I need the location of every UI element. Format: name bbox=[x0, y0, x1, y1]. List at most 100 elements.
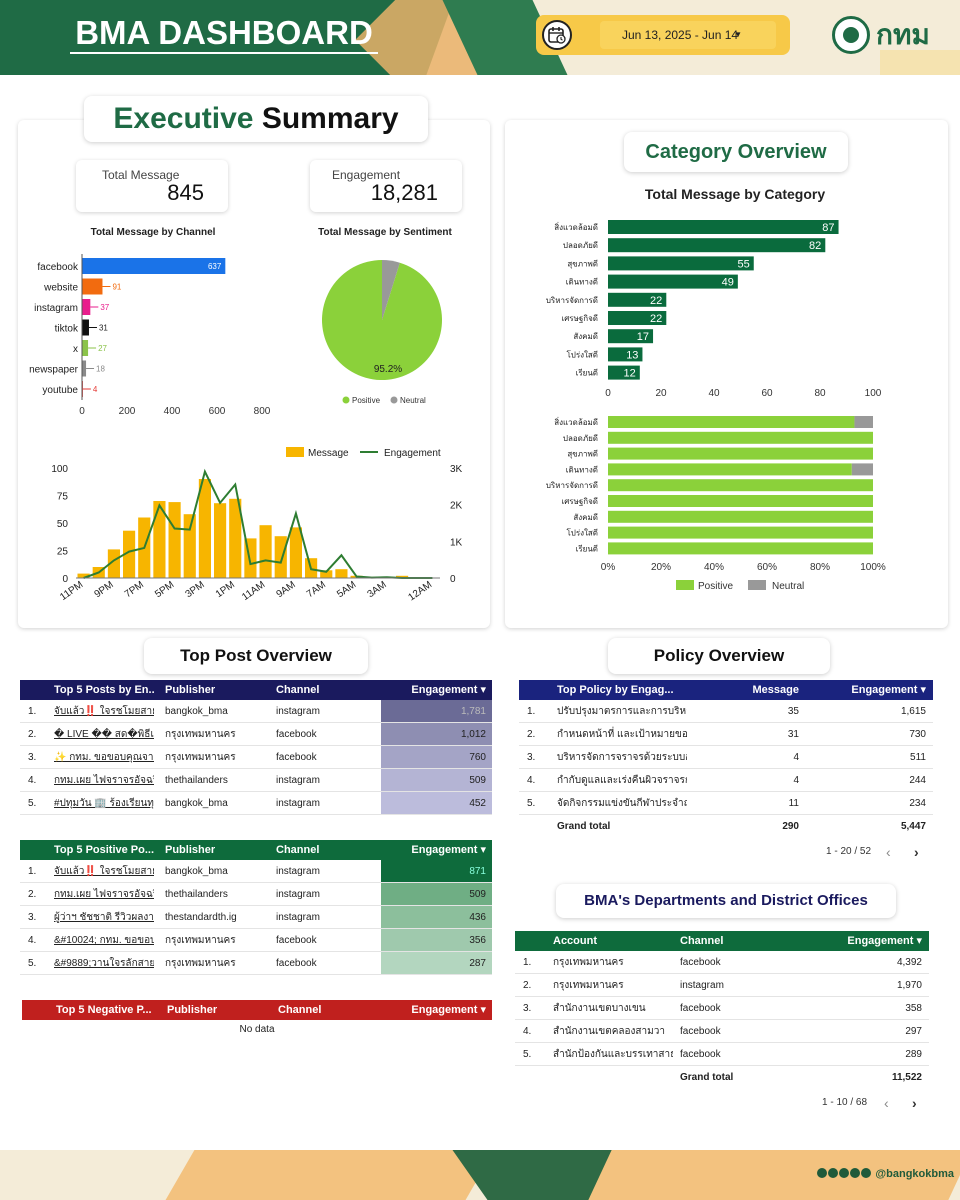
table-row[interactable]: 3. ✨ กทม. ขอขอบคุณจากใ... กรุงเทพมหานคร fac… bbox=[20, 746, 492, 769]
column-header[interactable]: Top 5 Negative P... bbox=[56, 1004, 152, 1016]
cell-post[interactable]: กทม.เผย ไฟจราจรอัจฉริย... bbox=[54, 889, 154, 900]
top-post-overview-title: Top Post Overview bbox=[144, 638, 368, 674]
category-bar bbox=[608, 347, 643, 362]
table-row[interactable]: 1. จับแล้ว‼️ ใจรชโมยสายไ... bangkok_bma ins… bbox=[20, 860, 492, 883]
table-row[interactable]: 2. กำหนดหน้าที่ และเป้าหมายของ... 31 730 bbox=[519, 723, 933, 746]
cell-post[interactable]: ผู้ว่าฯ ชัชชาติ รีวิวผลงานที่... bbox=[54, 912, 154, 923]
social-links[interactable]: @bangkokbma bbox=[817, 1168, 954, 1180]
calendar-icon[interactable] bbox=[542, 20, 572, 50]
cell-eng: 287 bbox=[381, 952, 492, 974]
table-row[interactable]: 1. ปรับปรุงมาตรการและการบริหา... 35 1,615 bbox=[519, 700, 933, 723]
cell-name: บริหารจัดการจราจรด้วยระบบอั... bbox=[557, 752, 687, 763]
column-header[interactable]: Publisher bbox=[165, 684, 216, 696]
cell-acc: สำนักป้องกันและบรรเทาสาธาร... bbox=[553, 1049, 673, 1060]
cell-post[interactable]: จับแล้ว‼️ ใจรชโมยสายไ... bbox=[54, 866, 154, 877]
table-row[interactable]: 5. &#9889;วานใจรลักสายไ... กรุงเทพมหานคร fa… bbox=[20, 952, 492, 975]
column-header[interactable]: Publisher bbox=[165, 844, 216, 856]
cell-post[interactable]: � LIVE �� สด�พิธีแ... bbox=[54, 729, 154, 740]
column-header[interactable]: Engagement ▾ bbox=[851, 684, 926, 696]
grand-total-label: Grand total bbox=[680, 1072, 734, 1083]
next-page-icon[interactable]: › bbox=[914, 844, 919, 860]
engagement-kpi: Engagement 18,281 bbox=[310, 160, 462, 212]
cell-post[interactable]: จับแล้ว‼️ ใจรชโมยสายไ... bbox=[54, 706, 154, 717]
column-header[interactable]: Message bbox=[752, 684, 799, 696]
column-header[interactable]: Top 5 Positive Po... bbox=[54, 844, 154, 856]
pie-slice-neutral bbox=[382, 260, 400, 320]
cell-post[interactable]: ✨ กทม. ขอขอบคุณจากใ... bbox=[54, 752, 154, 763]
category-label: ปลอดภัยดี bbox=[563, 434, 598, 443]
neutral-bar-segment bbox=[854, 416, 873, 428]
legend-neutral-label: Neutral bbox=[772, 581, 804, 592]
column-header[interactable]: Top 5 Posts by En... bbox=[54, 684, 154, 696]
category-x-tick: 20 bbox=[655, 388, 667, 399]
message-bar bbox=[335, 569, 348, 578]
column-header[interactable]: Channel bbox=[680, 935, 724, 947]
table-row[interactable]: 5. สำนักป้องกันและบรรเทาสาธาร... facebook 2… bbox=[515, 1043, 929, 1066]
right-y-tick: 3K bbox=[450, 464, 463, 475]
table-row[interactable]: 4. กทม.เผย ไฟจราจรอัจฉริย... thethailander… bbox=[20, 769, 492, 792]
date-range-dropdown[interactable]: Jun 13, 2025 - Jun 14 ▼ bbox=[600, 21, 776, 49]
table-row[interactable]: 3. ผู้ว่าฯ ชัชชาติ รีวิวผลงานที่... thesta… bbox=[20, 906, 492, 929]
cell-acc: สำนักงานเขตบางเขน bbox=[553, 1003, 646, 1014]
table-row[interactable]: 2. กทม.เผย ไฟจราจรอัจฉริย... thethailander… bbox=[20, 883, 492, 906]
table-row[interactable]: 4. &#10024; กทม. ขอขอบ... กรุงเทพมหานคร fac… bbox=[20, 929, 492, 952]
table-row[interactable]: 5. #ปทุมวัน 🏢 ร้องเรียนทุก... bangkok_bma i… bbox=[20, 792, 492, 815]
category-label: เดินทางดี bbox=[566, 465, 598, 474]
cell-ch: facebook bbox=[276, 752, 317, 763]
cell-name: กำกับดูแลและเร่งคืนผิวจราจรก... bbox=[557, 775, 687, 786]
table-header: Top Policy by Engag... Message Engagement … bbox=[519, 680, 933, 700]
legend-message-swatch bbox=[286, 447, 304, 457]
column-header[interactable]: Channel bbox=[276, 684, 320, 696]
tiktok-icon[interactable] bbox=[861, 1168, 872, 1178]
cell-post[interactable]: กทม.เผย ไฟจราจรอัจฉริย... bbox=[54, 775, 154, 786]
column-header[interactable]: Engagement ▾ bbox=[411, 1004, 486, 1016]
message-bar bbox=[198, 479, 211, 578]
channel-label: youtube bbox=[42, 385, 78, 396]
youtube-icon[interactable] bbox=[839, 1168, 850, 1178]
cell-post[interactable]: &#9889;วานใจรลักสายไ... bbox=[54, 958, 154, 969]
cell-pub: bangkok_bma bbox=[165, 706, 228, 717]
column-header[interactable]: Channel bbox=[276, 844, 320, 856]
next-page-icon[interactable]: › bbox=[912, 1095, 917, 1111]
row-number: 2. bbox=[28, 889, 37, 900]
channel-x-tick: 0 bbox=[79, 406, 85, 417]
cell-eng: 358 bbox=[905, 1003, 922, 1014]
column-header[interactable]: Channel bbox=[278, 1004, 322, 1016]
hour-x-tick: 3PM bbox=[183, 579, 206, 600]
column-header[interactable]: Publisher bbox=[167, 1004, 218, 1016]
cell-pub: bangkok_bma bbox=[165, 798, 228, 809]
table-row[interactable]: 2. กรุงเทพมหานคร instagram 1,970 bbox=[515, 974, 929, 997]
channel-label: newspaper bbox=[29, 365, 79, 376]
right-y-tick: 2K bbox=[450, 501, 463, 512]
left-y-tick: 50 bbox=[57, 519, 69, 530]
cell-post[interactable]: &#10024; กทม. ขอขอบ... bbox=[54, 935, 154, 946]
table-row[interactable]: 1. จับแล้ว‼️ ใจรชโมยสายไ... bangkok_bma ins… bbox=[20, 700, 492, 723]
column-header[interactable]: Top Policy by Engag... bbox=[557, 684, 674, 696]
facebook-icon[interactable] bbox=[828, 1168, 839, 1178]
table-row[interactable]: 3. สำนักงานเขตบางเขน facebook 358 bbox=[515, 997, 929, 1020]
instagram-icon[interactable] bbox=[850, 1168, 861, 1178]
row-number: 4. bbox=[28, 775, 37, 786]
departments-table: Account Channel Engagement ▾ 1. กรุงเทพมหานค… bbox=[515, 931, 929, 1091]
table-row[interactable]: 5. จัดกิจกรรมแข่งขันกีฬาประจำฤ... 11 234 bbox=[519, 792, 933, 815]
date-range-control[interactable]: Jun 13, 2025 - Jun 14 ▼ bbox=[536, 15, 790, 55]
table-row[interactable]: 1. กรุงเทพมหานคร facebook 4,392 bbox=[515, 951, 929, 974]
prev-page-icon[interactable]: ‹ bbox=[886, 844, 891, 860]
hour-x-tick: 12AM bbox=[406, 579, 434, 603]
column-header[interactable]: Account bbox=[553, 935, 597, 947]
table-row[interactable]: 4. สำนักงานเขตคลองสามวา facebook 297 bbox=[515, 1020, 929, 1043]
cell-ch: facebook bbox=[276, 958, 317, 969]
table-row[interactable]: 3. บริหารจัดการจราจรด้วยระบบอั... 4 511 bbox=[519, 746, 933, 769]
x-icon[interactable] bbox=[817, 1168, 828, 1178]
social-handle: @bangkokbma bbox=[875, 1168, 954, 1180]
column-header[interactable]: Engagement ▾ bbox=[411, 844, 486, 856]
table-row[interactable]: 2. � LIVE �� สด�พิธีแ... กรุงเทพมหานคร face… bbox=[20, 723, 492, 746]
column-header[interactable]: Engagement ▾ bbox=[411, 684, 486, 696]
cell-post[interactable]: #ปทุมวัน 🏢 ร้องเรียนทุก... bbox=[54, 798, 154, 809]
total-message-kpi: Total Message 845 bbox=[76, 160, 228, 212]
sentiment-pie-chart: 95.2% Positive Neutral bbox=[322, 260, 442, 405]
prev-page-icon[interactable]: ‹ bbox=[884, 1095, 889, 1111]
column-header[interactable]: Engagement ▾ bbox=[847, 935, 922, 947]
table-row[interactable]: 4. กำกับดูแลและเร่งคืนผิวจราจรก... 4 244 bbox=[519, 769, 933, 792]
